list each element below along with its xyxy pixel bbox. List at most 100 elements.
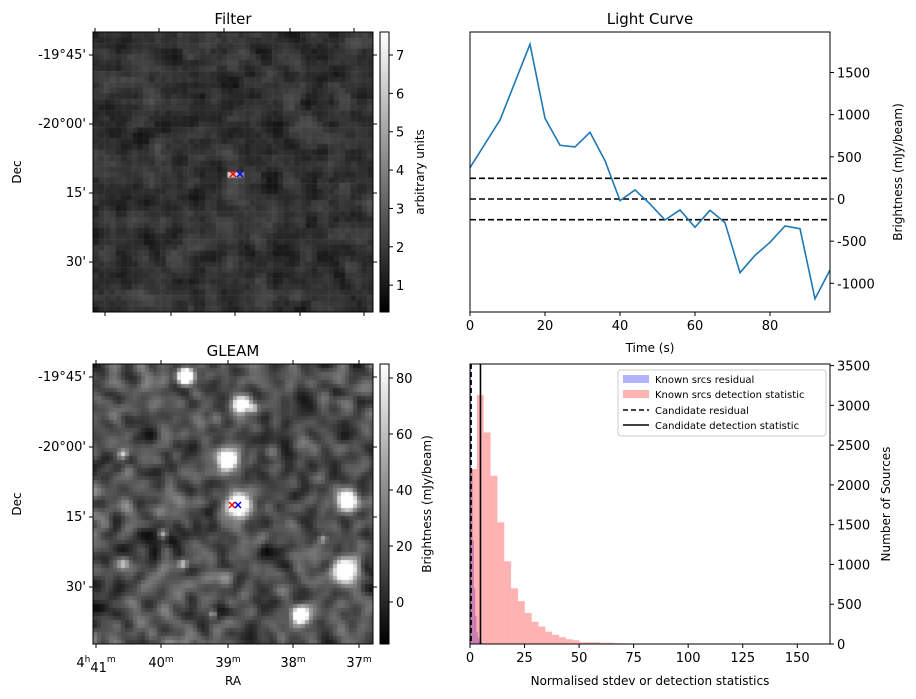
- legend-box: [617, 369, 827, 437]
- tick-label: 3000: [837, 399, 870, 414]
- detection-hist-bar: [559, 637, 566, 644]
- histogram-ylabel: Number of Sources: [879, 447, 893, 562]
- light-curve-axes-frame: [469, 31, 831, 313]
- tick-label: 1: [396, 279, 404, 294]
- tick-label: 7: [396, 49, 404, 64]
- tick-label: 40: [612, 319, 629, 334]
- marker-stroke: [236, 170, 244, 178]
- tick-label: 80: [396, 372, 413, 387]
- tick-label: 0: [466, 651, 474, 666]
- tick-label: 25: [516, 651, 533, 666]
- tick-label: 0: [466, 319, 474, 334]
- filter-image: [93, 32, 373, 312]
- tick-label: 500: [837, 151, 862, 166]
- residual-hist-bar: [475, 616, 477, 644]
- light-curve-ylabel: Brightness (mJy/beam): [891, 103, 905, 241]
- ra-tick-part: 37: [346, 656, 363, 671]
- detection-hist-bar: [511, 588, 518, 644]
- legend-swatch: [623, 390, 649, 398]
- gleam_panel-colorbar-label: Brightness (mJy/beam): [420, 435, 434, 573]
- marker-stroke: [228, 501, 236, 509]
- ra-tick-part: m: [232, 655, 241, 665]
- tick-label: 0: [396, 596, 404, 611]
- tick-label: 15': [66, 510, 86, 525]
- ra-tick-part: 40: [148, 656, 165, 671]
- tick-label: 60: [687, 319, 704, 334]
- tick-label: -20°00': [38, 440, 86, 455]
- filter_panel-axes-frame: [92, 31, 374, 313]
- detection-hist-bar: [490, 475, 498, 644]
- ra-tick-part: 41: [90, 661, 107, 676]
- detection-hist-bar: [524, 612, 532, 644]
- tick-label: -19°45': [38, 370, 86, 385]
- tick-label: -19°45': [38, 48, 86, 63]
- gleam_panel-colorbar: [379, 363, 390, 645]
- detection-hist-bar: [504, 561, 512, 644]
- residual-hist-bar: [470, 369, 472, 644]
- ra-tick-part: m: [363, 655, 372, 665]
- detection-hist-bar: [470, 469, 477, 644]
- ra-tick-part: 4: [76, 656, 84, 671]
- ra-tick-part: h: [85, 655, 91, 665]
- detection-hist-bar: [593, 642, 601, 644]
- ra-tick-part: 38: [280, 656, 297, 671]
- detection-hist-bar: [600, 642, 608, 644]
- gleam_panel-ylabel: Dec: [10, 492, 24, 515]
- tick-label: -20°00': [38, 117, 86, 132]
- ra-tick-part: m: [165, 655, 174, 665]
- light-curve-title: Light Curve: [607, 10, 693, 28]
- ra-tick-label: 40m: [148, 655, 173, 671]
- tick-label: 125: [730, 651, 755, 666]
- detection-hist-bar: [497, 522, 505, 644]
- blue-x-marker: [234, 501, 242, 509]
- light-curve-xlabel: Time (s): [625, 341, 675, 355]
- tick-label: 0: [837, 193, 845, 208]
- tick-label: 60: [396, 428, 413, 443]
- ra-tick-part: 39: [215, 656, 232, 671]
- tick-label: -500: [837, 235, 867, 250]
- histogram-legend: Known srcs residual Known srcs detection …: [617, 369, 827, 437]
- tick-label: 30': [66, 580, 86, 595]
- tick-label: 50: [571, 651, 588, 666]
- tick-label: 150: [785, 651, 810, 666]
- marker-stroke: [234, 501, 242, 509]
- ra-tick-label: 38m: [280, 655, 305, 671]
- marker-stroke: [229, 170, 237, 178]
- tick-label: 3: [396, 202, 404, 217]
- tick-label: 500: [837, 598, 862, 613]
- tick-label: 30': [66, 255, 86, 270]
- tick-label: 75: [625, 651, 642, 666]
- tick-label: 1000: [837, 558, 870, 573]
- ra-tick-part: m: [297, 655, 306, 665]
- tick-label: 80: [762, 319, 779, 334]
- residual-hist-bar: [477, 637, 480, 644]
- blue-x-marker: [236, 170, 244, 178]
- detection-hist-bar: [483, 432, 491, 644]
- gleam_panel-xlabel: RA: [225, 674, 242, 688]
- filter_panel-title: Filter: [214, 10, 252, 28]
- detection-hist-bar: [517, 601, 525, 644]
- legend-label: Candidate detection statistic: [655, 421, 799, 432]
- tick-label: 1500: [837, 66, 870, 81]
- residual-hist-bar: [476, 632, 478, 644]
- filter_panel-colorbar: [379, 31, 390, 313]
- tick-label: -1000: [837, 277, 875, 292]
- legend-label: Known srcs residual: [655, 375, 754, 386]
- detection-hist-bar: [586, 642, 594, 644]
- residual-hist-bar: [471, 469, 473, 644]
- tick-label: 20: [537, 319, 554, 334]
- tick-label: 20: [396, 540, 413, 555]
- tick-label: 5: [396, 126, 404, 141]
- ra-tick-part: m: [107, 655, 116, 665]
- detection-hist-bar: [565, 639, 573, 644]
- legend-swatch: [623, 375, 649, 383]
- tick-label: 1500: [837, 519, 870, 534]
- histogram-xlabel: Normalised stdev or detection statistics: [531, 674, 770, 688]
- tick-label: 4: [396, 164, 404, 179]
- red-x-marker: [229, 170, 237, 178]
- detection-hist-bar: [607, 642, 614, 644]
- filter_panel-colorbar-label: arbitrary units: [413, 129, 427, 215]
- gleam_panel-axes-frame: [92, 363, 374, 645]
- residual-hist-bar: [472, 540, 474, 644]
- ra-tick-label: 37m: [346, 655, 371, 671]
